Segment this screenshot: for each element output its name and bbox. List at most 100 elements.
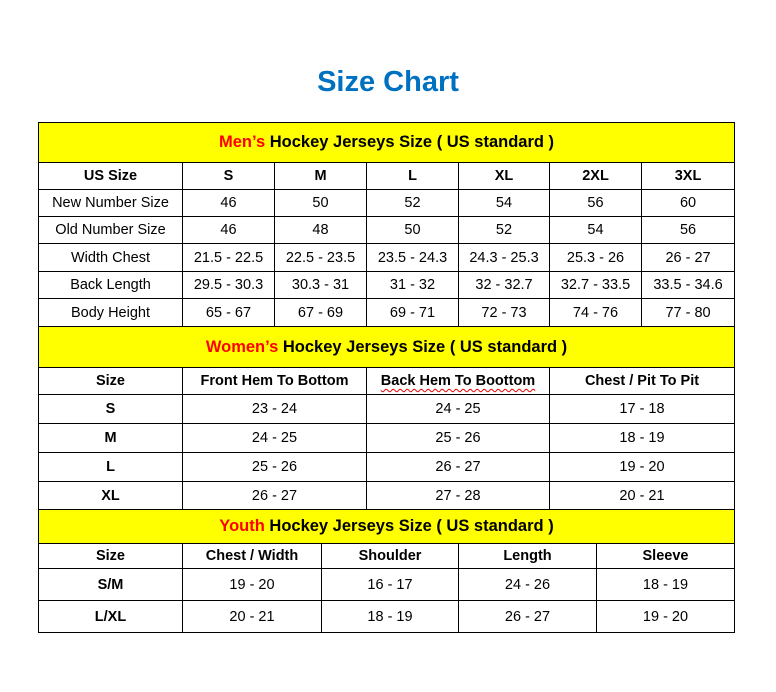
table-cell: 56 [640,216,736,244]
table-cell: 16 - 17 [321,568,459,601]
heading-highlight: Women’s [205,337,279,356]
row-label: S [38,394,183,424]
table-cell: 50 [274,189,367,217]
column-header: L [366,162,459,190]
table-row: Back Length 29.5 - 30.3 30.3 - 31 31 - 32 32… [38,271,736,299]
womens-size-table: Women’s Hockey Jerseys Size ( US standar… [37,326,736,510]
table-cell: 56 [549,189,642,217]
table-cell: 46 [182,216,275,244]
row-label: XL [38,481,183,510]
column-header: Front Hem To Bottom [182,367,367,395]
column-header: M [274,162,367,190]
column-header: Back Hem To Boottom [366,367,550,395]
table-cell: 18 - 19 [595,568,736,601]
table-cell: 25.3 - 26 [549,243,642,272]
youth-section-heading: Youth Hockey Jerseys Size ( US standard … [37,509,736,544]
heading-highlight: Men’s [219,133,266,151]
table-cell: 54 [549,216,642,244]
table-cell: 65 - 67 [182,298,275,327]
row-label: Old Number Size [38,216,183,244]
heading-text: Hockey Jerseys Size ( US standard ) [278,337,568,356]
table-cell: 21.5 - 22.5 [182,243,275,272]
row-label: S/M [38,568,183,601]
column-header: S [182,162,275,190]
table-cell: 52 [366,189,459,217]
row-label: New Number Size [38,189,183,217]
table-cell: 18 - 19 [548,423,736,453]
column-header: Size [38,367,183,395]
table-row: Old Number Size 46 48 50 52 54 56 [38,216,736,244]
column-header: Length [458,543,597,569]
table-cell: 67 - 69 [274,298,367,327]
table-cell: 29.5 - 30.3 [182,271,275,299]
women-section-heading: Women’s Hockey Jerseys Size ( US standar… [37,326,736,368]
table-cell: 25 - 26 [366,423,550,453]
table-cell: 74 - 76 [549,298,642,327]
column-header: XL [458,162,550,190]
row-label: M [38,423,183,453]
table-row: Body Height 65 - 67 67 - 69 69 - 71 72 - 73 7… [38,298,736,327]
table-cell: 20 - 21 [548,481,736,510]
table-cell: 77 - 80 [640,298,736,327]
table-cell: 26 - 27 [366,452,550,482]
table-cell: 20 - 21 [182,600,322,633]
table-cell: 22.5 - 23.5 [274,243,367,272]
column-header: US Size [38,162,183,190]
page-title: Size Chart [317,66,459,98]
heading-highlight: Youth [219,517,265,535]
column-header: Chest / Pit To Pit [548,367,736,395]
column-header: Chest / Width [182,543,322,569]
table-row: Width Chest 21.5 - 22.5 22.5 - 23.5 23.5 - … [38,243,736,272]
row-label: Body Height [38,298,183,327]
table-cell: 23.5 - 24.3 [366,243,459,272]
row-label: L [38,452,183,482]
table-cell: 19 - 20 [548,452,736,482]
table-cell: 25 - 26 [182,452,367,482]
table-cell: 24.3 - 25.3 [458,243,550,272]
table-cell: 54 [458,189,550,217]
column-header: Sleeve [595,543,736,569]
column-header: 2XL [549,162,642,190]
table-cell: 27 - 28 [366,481,550,510]
row-label: L/XL [38,600,183,633]
table-cell: 17 - 18 [548,394,736,424]
table-cell: 46 [182,189,275,217]
heading-text: Hockey Jerseys Size ( US standard ) [265,133,555,151]
table-cell: 26 - 27 [640,243,736,272]
column-header-row: US Size S M L XL 2XL 3XL [38,162,736,190]
table-row: M 24 - 25 25 - 26 18 - 19 [38,423,736,453]
table-cell: 48 [274,216,367,244]
column-header-text: Back Hem To Boottom [380,373,536,389]
table-cell: 60 [640,189,736,217]
table-cell: 33.5 - 34.6 [640,271,736,299]
men-section-heading: Men’s Hockey Jerseys Size ( US standard … [37,122,736,163]
table-cell: 19 - 20 [595,600,736,633]
table-cell: 23 - 24 [182,394,367,424]
column-header-row: Size Front Hem To Bottom Back Hem To Boott… [38,367,736,395]
mens-size-table: Men’s Hockey Jerseys Size ( US standard … [37,122,736,327]
table-cell: 50 [366,216,459,244]
table-row: New Number Size 46 50 52 54 56 60 [38,189,736,217]
table-cell: 24 - 26 [458,568,597,601]
table-cell: 52 [458,216,550,244]
column-header-row: Size Chest / Width Shoulder Length Sleeve [38,543,736,569]
row-label: Width Chest [38,243,183,272]
table-cell: 18 - 19 [321,600,459,633]
table-cell: 24 - 25 [182,423,367,453]
column-header: Size [38,543,183,569]
table-cell: 32 - 32.7 [458,271,550,299]
table-cell: 69 - 71 [366,298,459,327]
row-label: Back Length [38,271,183,299]
table-row: S/M 19 - 20 16 - 17 24 - 26 18 - 19 [38,568,736,601]
table-cell: 31 - 32 [366,271,459,299]
table-cell: 32.7 - 33.5 [549,271,642,299]
table-cell: 30.3 - 31 [274,271,367,299]
table-cell: 26 - 27 [182,481,367,510]
heading-text: Hockey Jerseys Size ( US standard ) [264,517,554,535]
table-cell: 72 - 73 [458,298,550,327]
table-row: XL 26 - 27 27 - 28 20 - 21 [38,481,736,510]
table-cell: 19 - 20 [182,568,322,601]
table-cell: 24 - 25 [366,394,550,424]
table-row: L/XL 20 - 21 18 - 19 26 - 27 19 - 20 [38,600,736,633]
table-row: S 23 - 24 24 - 25 17 - 18 [38,394,736,424]
